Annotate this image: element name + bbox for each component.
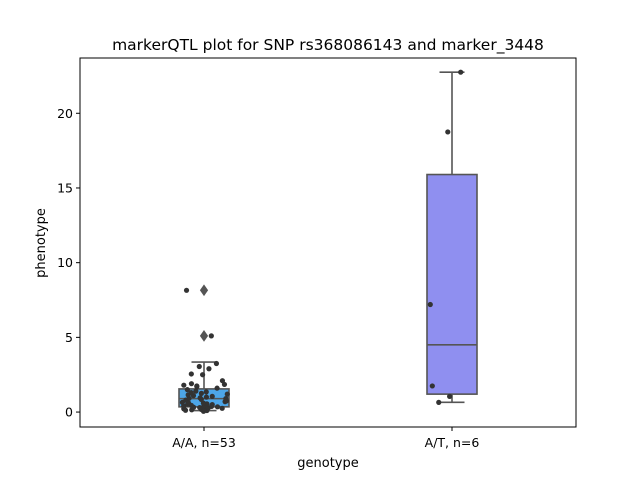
box-group: [426, 69, 478, 405]
box-group: [178, 284, 230, 414]
x-axis: A/A, n=53 A/T, n=6: [172, 427, 479, 450]
y-tick-label: 20: [57, 106, 73, 121]
data-point: [184, 387, 190, 393]
data-point: [194, 383, 200, 389]
chart-title: markerQTL plot for SNP rs368086143 and m…: [112, 36, 544, 55]
data-point: [209, 401, 215, 408]
data-point: [214, 404, 221, 410]
outlier-marker: [199, 329, 209, 342]
box: [426, 173, 478, 395]
data-point: [206, 366, 212, 372]
y-tick-label: 0: [65, 405, 73, 420]
plot-frame: [79, 57, 577, 428]
data-point: [198, 390, 204, 396]
y-tick-label: 5: [65, 330, 73, 345]
data-point: [458, 69, 464, 75]
data-point: [224, 391, 230, 397]
data-point: [181, 382, 187, 388]
data-point: [188, 381, 195, 387]
y-tick-label: 10: [57, 255, 73, 270]
data-point: [214, 385, 220, 391]
data-point: [183, 287, 190, 293]
data-point: [447, 393, 453, 399]
data-point: [188, 390, 194, 396]
data-point: [427, 301, 433, 308]
data-point: [445, 129, 451, 135]
outlier-marker: [199, 284, 209, 297]
data-point: [193, 388, 199, 394]
data-point: [196, 363, 202, 370]
data-point: [197, 395, 203, 401]
data-point: [208, 333, 214, 339]
data-point: [223, 396, 229, 402]
x-axis-label: genotype: [297, 456, 358, 471]
plot-area: [178, 69, 478, 414]
data-point: [429, 383, 435, 389]
data-point: [209, 393, 215, 399]
data-point: [188, 371, 194, 377]
data-point: [203, 389, 209, 395]
data-point: [213, 360, 220, 367]
x-tick-label: A/T, n=6: [425, 435, 480, 450]
data-point: [197, 404, 203, 411]
data-point: [199, 372, 206, 378]
y-tick-label: 15: [57, 180, 73, 195]
y-axis-label: phenotype: [34, 208, 49, 278]
data-point: [203, 394, 210, 400]
x-tick-label: A/A, n=53: [172, 435, 236, 450]
data-point: [219, 378, 226, 384]
data-point: [436, 399, 442, 405]
data-point: [219, 405, 225, 411]
y-axis: 0 5 10 15 20: [57, 106, 80, 420]
